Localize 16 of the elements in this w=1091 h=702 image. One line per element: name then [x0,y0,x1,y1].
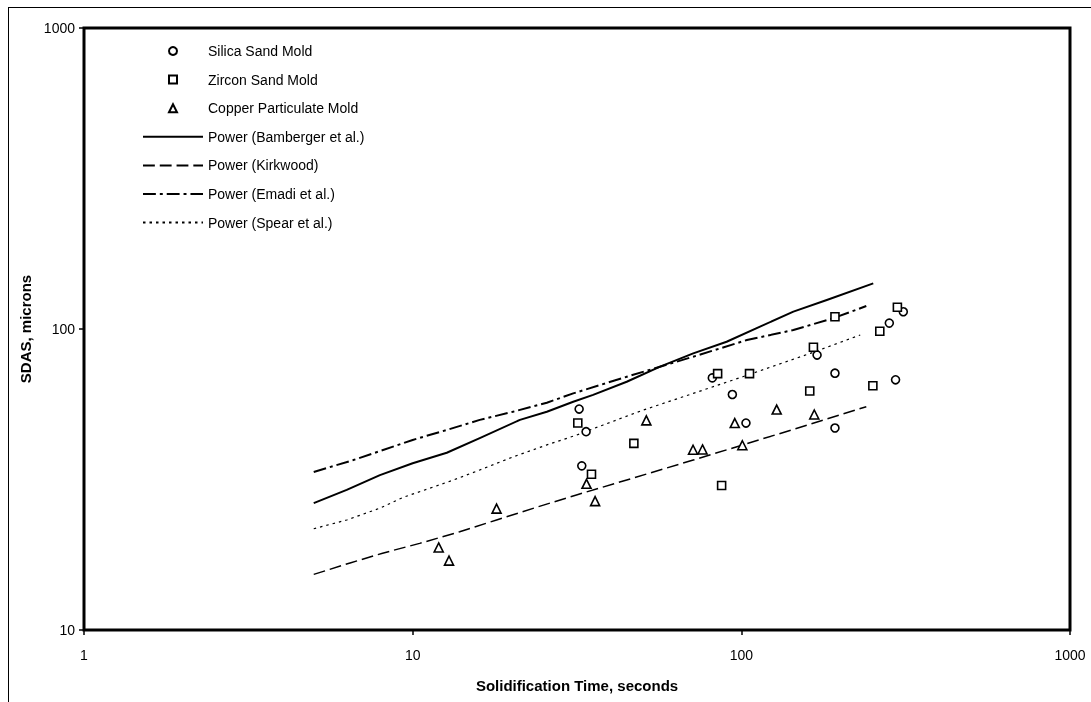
x-tick-label: 10 [404,647,421,663]
legend-label: Power (Emadi et al.) [208,186,335,202]
legend-label: Power (Spear et al.) [208,214,333,231]
legend-label: Copper Particulate Mold [208,100,359,117]
legend-label: Silica Sand Mold [208,43,313,59]
legend-label: Power (Bamberger et al.) [208,128,365,145]
y-axis-title: SDAS, microns [16,274,34,384]
y-tick-label: 10 [59,622,76,638]
x-tick-label: 100 [729,647,754,663]
legend-label: Power (Kirkwood) [208,157,319,174]
x-tick-label: 1000 [1054,647,1086,663]
x-tick-label: 1 [80,647,89,663]
x-axis-title: Solidification Time, seconds [475,677,679,694]
legend-label: Zircon Sand Mold [208,71,318,88]
y-tick-label: 100 [51,321,76,337]
y-tick-label: 1000 [43,20,76,36]
